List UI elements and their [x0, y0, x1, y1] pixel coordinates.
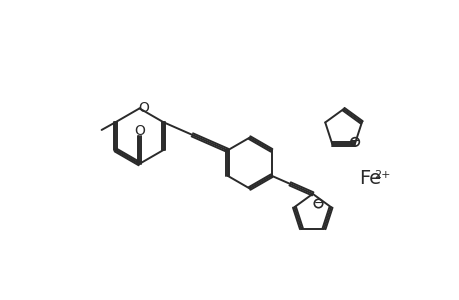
- Text: Fe: Fe: [358, 169, 380, 188]
- Text: −: −: [349, 135, 359, 148]
- Text: −: −: [313, 197, 323, 210]
- Text: O: O: [138, 101, 149, 116]
- Text: 2+: 2+: [374, 169, 390, 180]
- Text: O: O: [134, 124, 145, 138]
